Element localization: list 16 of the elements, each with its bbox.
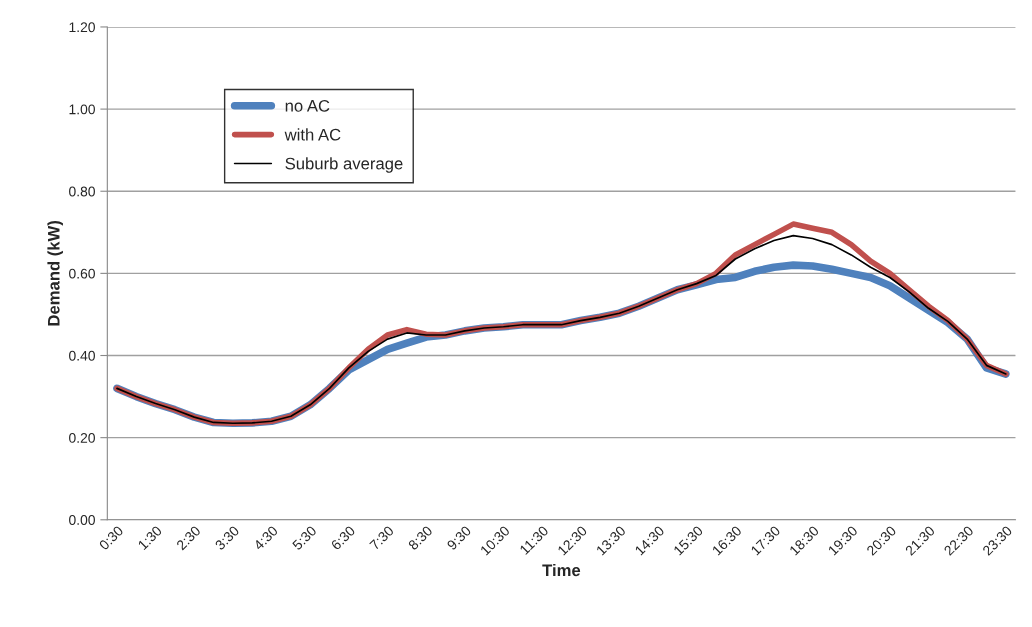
legend-label: with AC (284, 128, 341, 141)
legend-label: no AC (285, 99, 330, 112)
x-axis-title: Time (542, 563, 581, 577)
y-axis-title: Demand (kW) (47, 220, 63, 326)
y-tick-label: 1.20 (69, 22, 95, 33)
y-tick-label: 0.40 (69, 350, 95, 361)
y-tick-label: 1.00 (69, 104, 95, 115)
x-tick-label: 6:30 (330, 525, 356, 551)
x-tick-label: 4:30 (252, 525, 279, 551)
y-tick-label: 0.80 (69, 186, 95, 197)
x-tick-label: 0:30 (98, 525, 124, 551)
y-tick-label: 0.20 (69, 432, 95, 443)
y-tick-label: 0.00 (69, 515, 95, 525)
legend-label: Suburb average (285, 157, 403, 173)
y-tick-label: 0.60 (69, 268, 95, 279)
x-tick-label: 7:30 (369, 525, 395, 551)
